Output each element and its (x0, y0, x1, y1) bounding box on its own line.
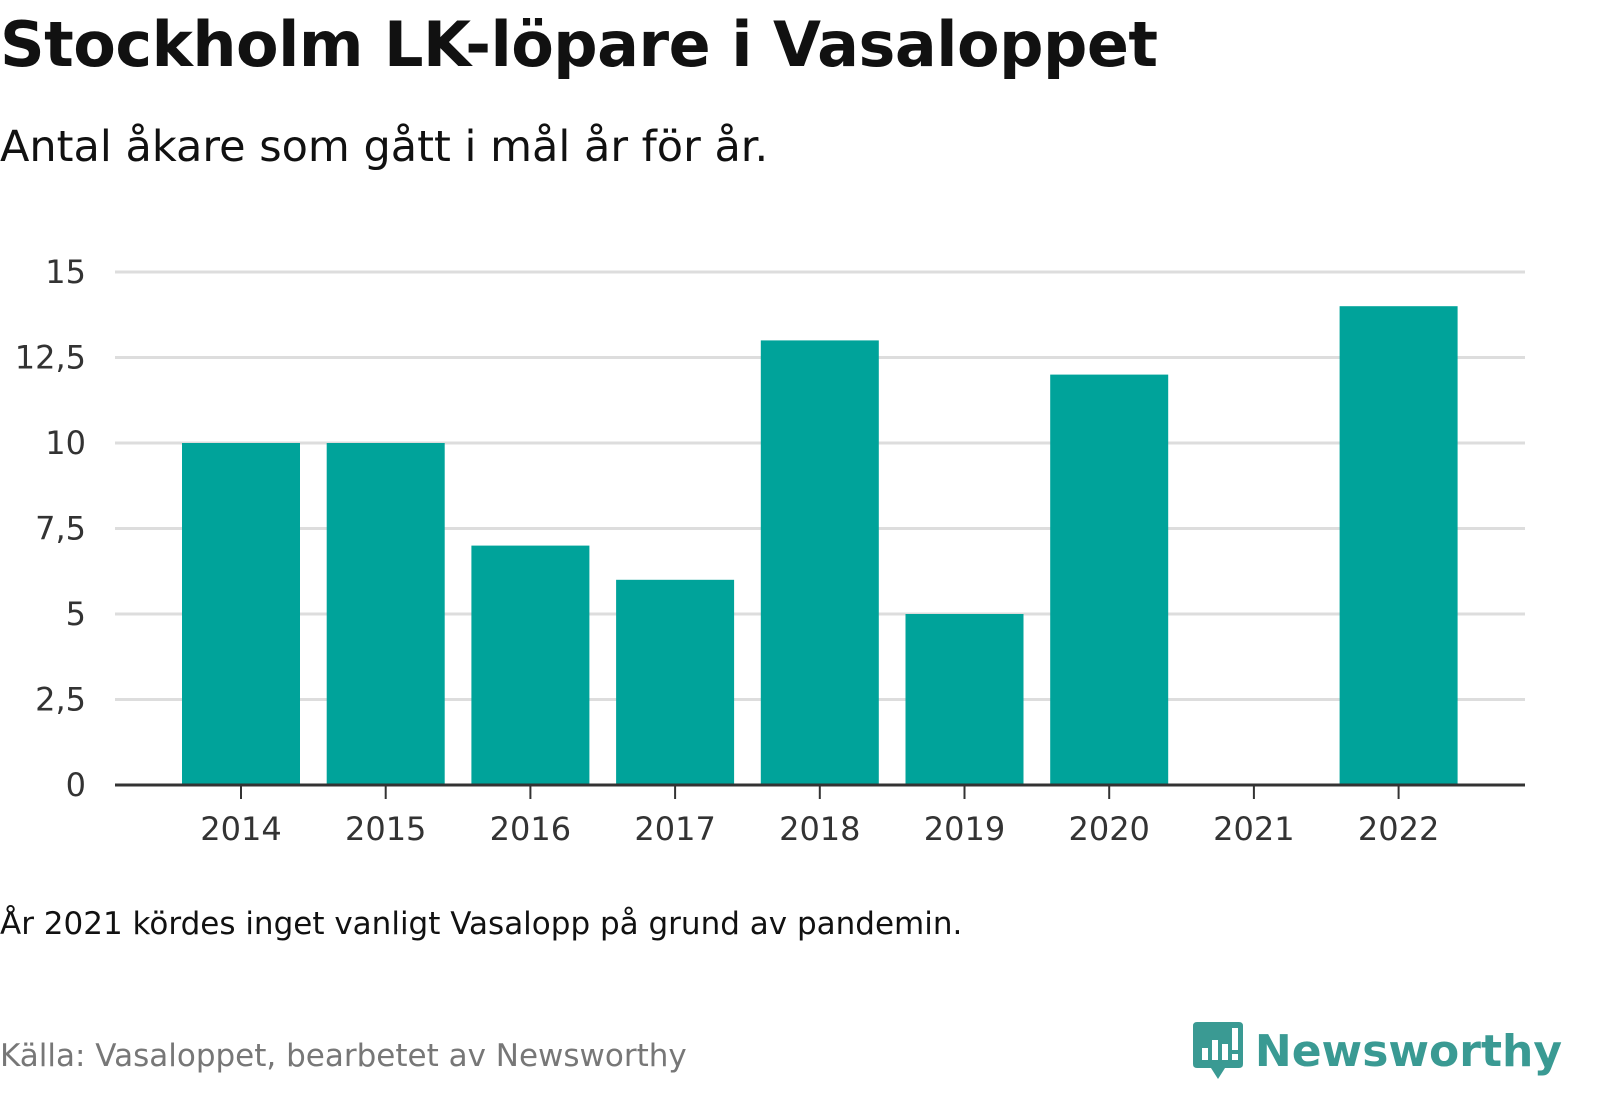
y-tick-label: 15 (45, 253, 86, 291)
bar-2017[interactable] (616, 579, 735, 785)
x-tick-label: 2019 (924, 810, 1005, 848)
chart-subtitle: Antal åkare som gått i mål år för år. (0, 122, 769, 172)
chart-note: År 2021 kördes inget vanligt Vasalopp på… (0, 906, 963, 942)
bar-2014[interactable] (182, 443, 300, 785)
bars (182, 306, 1458, 785)
chart-title: Stockholm LK-löpare i Vasaloppet (0, 8, 1158, 81)
bar-chart: 0 2,5 5 7,5 10 12,5 15 2014 2015 2016 2017 2018 2019… (15, 253, 1525, 848)
x-tick-label: 2018 (779, 810, 860, 848)
x-tick-label: 2020 (1068, 810, 1149, 848)
y-tick-label: 12,5 (15, 339, 86, 377)
axes: 0 2,5 5 7,5 10 12,5 15 2014 2015 2016 2017 2018 2019… (15, 253, 1525, 848)
brand-name: Newsworthy (1254, 1025, 1562, 1077)
x-tick-label: 2014 (200, 810, 281, 848)
x-tick-label: 2021 (1213, 810, 1294, 848)
source-text: Källa: Vasaloppet, bearbetet av Newswort… (0, 1038, 687, 1074)
x-tick-label: 2017 (634, 810, 715, 848)
bar-2022[interactable] (1339, 306, 1458, 785)
bar-2020[interactable] (1050, 374, 1169, 785)
x-tick-label: 2016 (490, 810, 571, 848)
x-tick-label: 2015 (345, 810, 426, 848)
bar-2016[interactable] (471, 545, 590, 785)
y-tick-label: 2,5 (35, 681, 86, 719)
bar-2019[interactable] (905, 614, 1024, 785)
y-tick-label: 5 (66, 595, 86, 633)
bar-chart-speech-bubble-icon (1192, 1022, 1243, 1079)
x-tick-label: 2022 (1358, 810, 1439, 848)
y-tick-label: 7,5 (35, 510, 86, 548)
bar-2015[interactable] (326, 443, 445, 785)
bar-2018[interactable] (760, 340, 879, 785)
y-tick-label: 10 (45, 424, 86, 462)
newsworthy-logo[interactable]: Newsworthy (1192, 1022, 1562, 1080)
y-tick-label: 0 (66, 766, 86, 804)
